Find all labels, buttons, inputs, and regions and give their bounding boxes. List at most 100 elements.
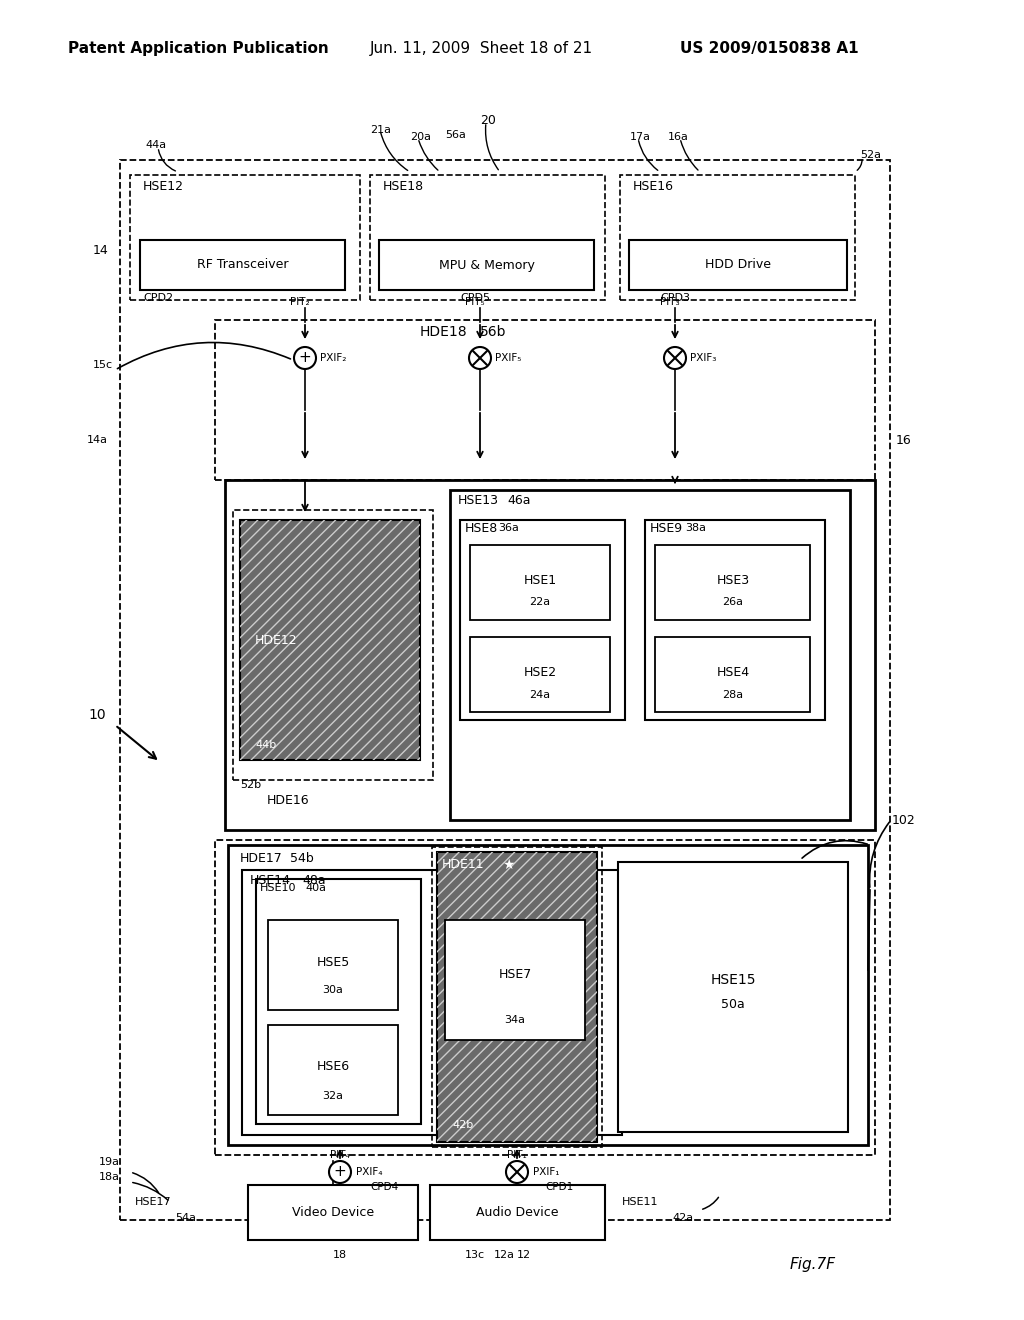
Text: 48a: 48a	[302, 874, 326, 887]
Text: CPD2: CPD2	[143, 293, 173, 304]
Text: 20a: 20a	[410, 132, 431, 143]
Text: PXIF₄: PXIF₄	[356, 1167, 383, 1177]
Text: HSE7: HSE7	[499, 969, 531, 982]
Text: HSE9: HSE9	[650, 521, 683, 535]
Bar	[130, 176, 360, 300]
Bar	[215, 319, 874, 480]
Circle shape	[329, 1162, 351, 1183]
Text: HSE2: HSE2	[523, 665, 557, 678]
Text: HSE17: HSE17	[135, 1197, 172, 1206]
Bar	[445, 920, 585, 1040]
Text: Audio Device: Audio Device	[476, 1205, 558, 1218]
Text: 19a: 19a	[99, 1158, 120, 1167]
FancyArrowPatch shape	[857, 160, 862, 170]
Text: PIT₃: PIT₃	[660, 297, 680, 308]
Bar	[242, 870, 622, 1135]
Text: 20: 20	[480, 114, 496, 127]
Bar	[140, 240, 345, 290]
Text: HSE1: HSE1	[523, 573, 557, 586]
Text: HSE10: HSE10	[260, 883, 297, 894]
FancyArrowPatch shape	[159, 149, 175, 172]
Text: 42a: 42a	[672, 1213, 693, 1224]
Bar	[437, 851, 597, 1142]
Text: PXIF₃: PXIF₃	[690, 352, 717, 363]
Text: Video Device: Video Device	[292, 1205, 374, 1218]
Text: HSE16: HSE16	[633, 181, 674, 194]
Text: HSE13: HSE13	[458, 494, 499, 507]
Bar	[240, 520, 420, 760]
Text: Jun. 11, 2009  Sheet 18 of 21: Jun. 11, 2009 Sheet 18 of 21	[370, 41, 593, 55]
Text: PIT₁: PIT₁	[507, 1150, 527, 1160]
Text: HSE4: HSE4	[717, 665, 750, 678]
Text: 36a: 36a	[498, 523, 519, 533]
Text: 10: 10	[88, 708, 105, 722]
Text: 15c: 15c	[93, 360, 113, 370]
Text: HSE12: HSE12	[143, 181, 184, 194]
Text: PIT₅: PIT₅	[465, 297, 484, 308]
FancyArrowPatch shape	[869, 822, 889, 887]
Text: ★: ★	[502, 858, 514, 873]
Text: 46a: 46a	[507, 494, 530, 507]
Text: PXIF₅: PXIF₅	[495, 352, 521, 363]
Text: HDE12: HDE12	[255, 634, 298, 647]
FancyArrowPatch shape	[381, 133, 408, 170]
Text: CPD5: CPD5	[460, 293, 490, 304]
Text: 34a: 34a	[505, 1015, 525, 1026]
Text: 16a: 16a	[668, 132, 689, 143]
Text: 56a: 56a	[445, 129, 466, 140]
Text: HSE18: HSE18	[383, 181, 424, 194]
Text: 32a: 32a	[323, 1092, 343, 1101]
Text: HSE5: HSE5	[316, 956, 349, 969]
Bar	[645, 520, 825, 719]
Circle shape	[294, 347, 316, 370]
Bar	[655, 545, 810, 620]
Text: 30a: 30a	[323, 985, 343, 995]
Text: 21a: 21a	[370, 125, 391, 135]
Bar	[268, 1026, 398, 1115]
Text: CPD4: CPD4	[370, 1181, 398, 1192]
Bar	[620, 176, 855, 300]
Circle shape	[506, 1162, 528, 1183]
Text: 24a: 24a	[529, 690, 551, 700]
Text: HSE11: HSE11	[622, 1197, 658, 1206]
FancyArrowPatch shape	[702, 1197, 719, 1209]
Bar	[256, 879, 421, 1125]
Text: PIT₂: PIT₂	[290, 297, 309, 308]
Text: RF Transceiver: RF Transceiver	[198, 259, 289, 272]
Text: 16: 16	[896, 433, 911, 446]
Text: 52b: 52b	[240, 780, 261, 789]
Text: 26a: 26a	[723, 597, 743, 607]
Text: PXIF₂: PXIF₂	[319, 352, 346, 363]
Text: US 2009/0150838 A1: US 2009/0150838 A1	[680, 41, 859, 55]
Bar	[450, 490, 850, 820]
Bar	[437, 851, 597, 1142]
Text: 54b: 54b	[290, 851, 313, 865]
Text: 14a: 14a	[87, 436, 108, 445]
Text: 12: 12	[517, 1250, 531, 1261]
Text: 12a: 12a	[494, 1250, 514, 1261]
Text: HSE3: HSE3	[717, 573, 750, 586]
Text: 14: 14	[92, 243, 108, 256]
Text: 28a: 28a	[723, 690, 743, 700]
Text: PIT₄: PIT₄	[330, 1150, 350, 1160]
Text: +: +	[299, 351, 311, 366]
Text: 52a: 52a	[860, 150, 881, 160]
Bar	[225, 480, 874, 830]
Text: 40a: 40a	[305, 883, 326, 894]
Text: Patent Application Publication: Patent Application Publication	[68, 41, 329, 55]
Text: HSE8: HSE8	[465, 521, 499, 535]
Bar	[233, 510, 433, 780]
Text: Fig.7F: Fig.7F	[790, 1258, 836, 1272]
Circle shape	[664, 347, 686, 370]
Text: HDE18: HDE18	[420, 325, 468, 339]
FancyArrowPatch shape	[133, 1183, 168, 1200]
Text: 54a: 54a	[175, 1213, 196, 1224]
FancyArrowPatch shape	[419, 141, 438, 170]
Text: HDD Drive: HDD Drive	[705, 259, 771, 272]
Text: 44a: 44a	[145, 140, 166, 150]
Bar	[248, 1185, 418, 1239]
Text: CPD3: CPD3	[660, 293, 690, 304]
Text: 44b: 44b	[255, 741, 276, 750]
Text: HSE15: HSE15	[711, 973, 756, 987]
Bar	[370, 176, 605, 300]
